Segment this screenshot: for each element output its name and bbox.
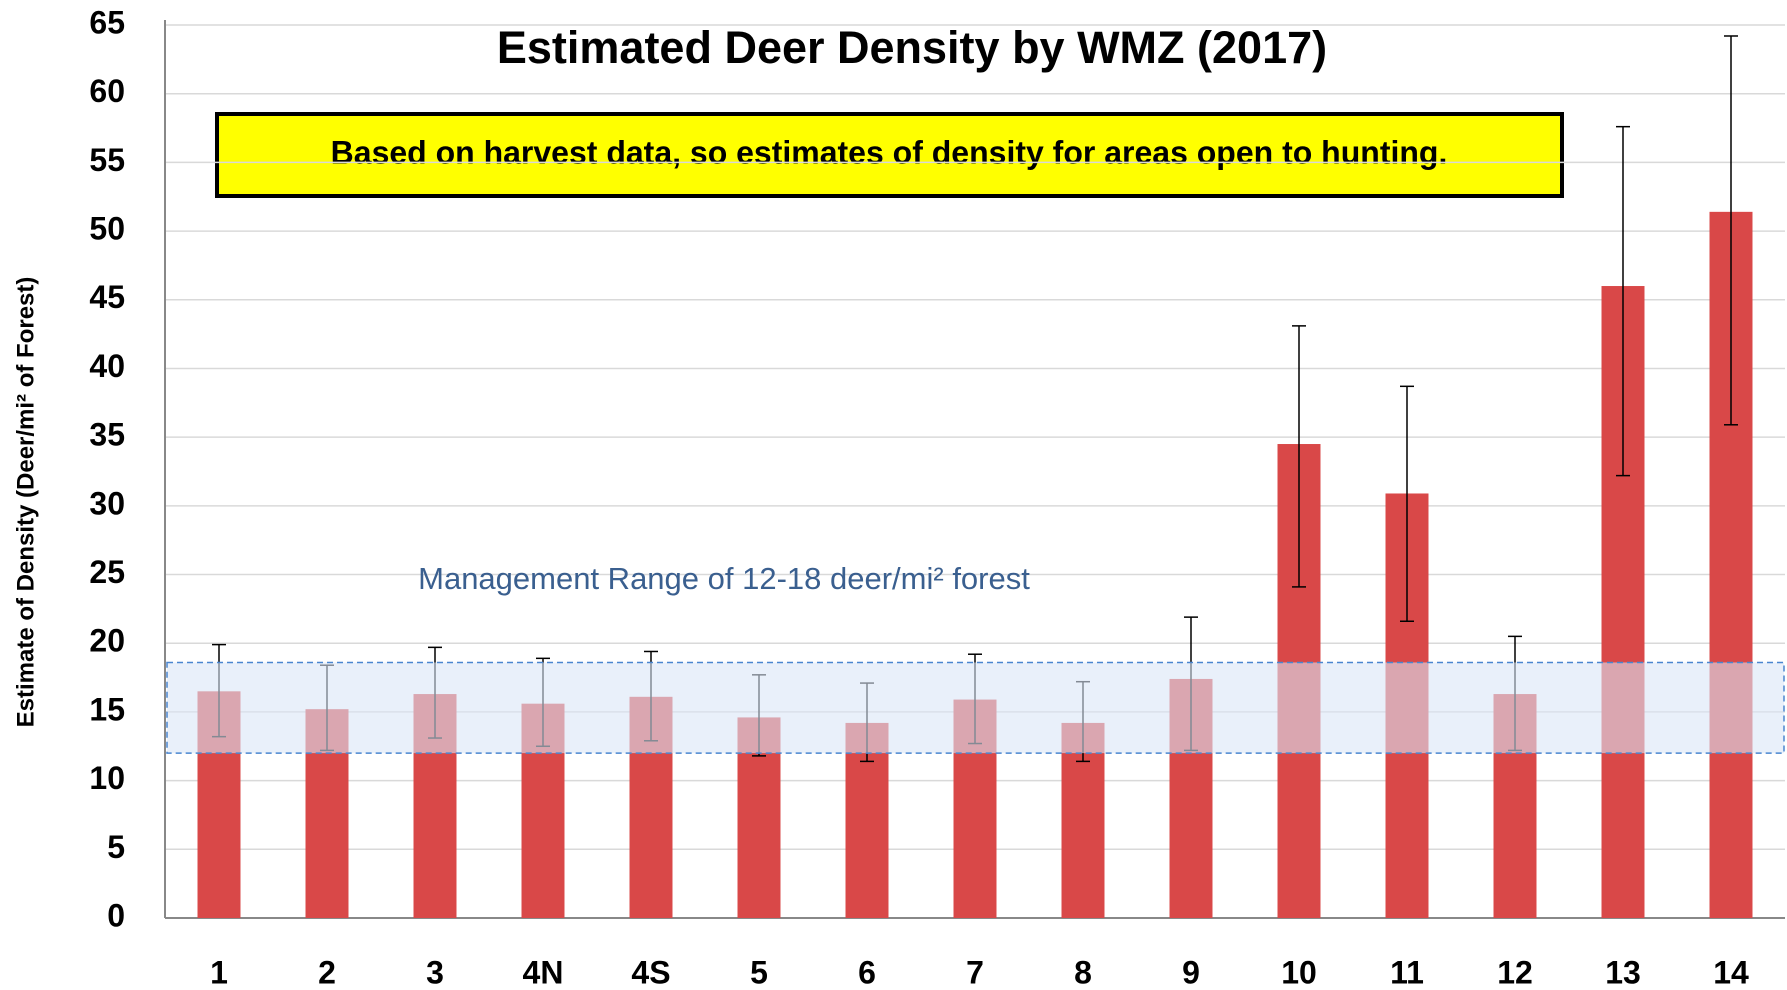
x-tick-label: 4N: [523, 954, 564, 990]
y-tick-label: 65: [89, 4, 125, 40]
note: Based on harvest data, so estimates of d…: [331, 134, 1448, 170]
y-tick-label: 25: [89, 554, 125, 590]
x-tick-label: 7: [966, 954, 984, 990]
note-box: [215, 112, 1564, 198]
y-tick-label: 40: [89, 348, 125, 384]
y-tick-label: 0: [107, 897, 125, 933]
y-tick-label: 10: [89, 760, 125, 796]
x-tick-label: 4S: [631, 954, 670, 990]
x-tick-label: 10: [1281, 954, 1317, 990]
x-tick-label: 13: [1605, 954, 1641, 990]
y-tick-label: 30: [89, 485, 125, 521]
x-tick-label: 6: [858, 954, 876, 990]
y-axis-label: Estimate of Density (Deer/mi² of Forest): [12, 277, 39, 728]
annotation: Management Range of 12-18 deer/mi² fores…: [418, 561, 1030, 596]
x-tick-label: 1: [210, 954, 228, 990]
management-band: [166, 661, 1785, 754]
x-tick-label: 11: [1390, 954, 1424, 990]
y-tick-label: 5: [107, 829, 125, 865]
x-tick-label: 5: [750, 954, 768, 990]
y-tick-label: 60: [89, 73, 125, 109]
x-tick-label: 8: [1074, 954, 1092, 990]
y-tick-label: 20: [89, 623, 125, 659]
x-tick-label: 2: [318, 954, 336, 990]
x-tick-label: 9: [1182, 954, 1200, 990]
chart-title: Estimated Deer Density by WMZ (2017): [497, 22, 1327, 73]
y-tick-label: 55: [89, 142, 125, 178]
x-tick-label: 3: [426, 954, 444, 990]
x-tick-label: 12: [1497, 954, 1533, 990]
y-tick-label: 50: [89, 211, 125, 247]
x-tick-label: 14: [1713, 954, 1749, 990]
y-tick-label: 15: [89, 691, 125, 727]
y-tick-label: 35: [89, 417, 125, 453]
y-tick-label: 45: [89, 279, 125, 315]
